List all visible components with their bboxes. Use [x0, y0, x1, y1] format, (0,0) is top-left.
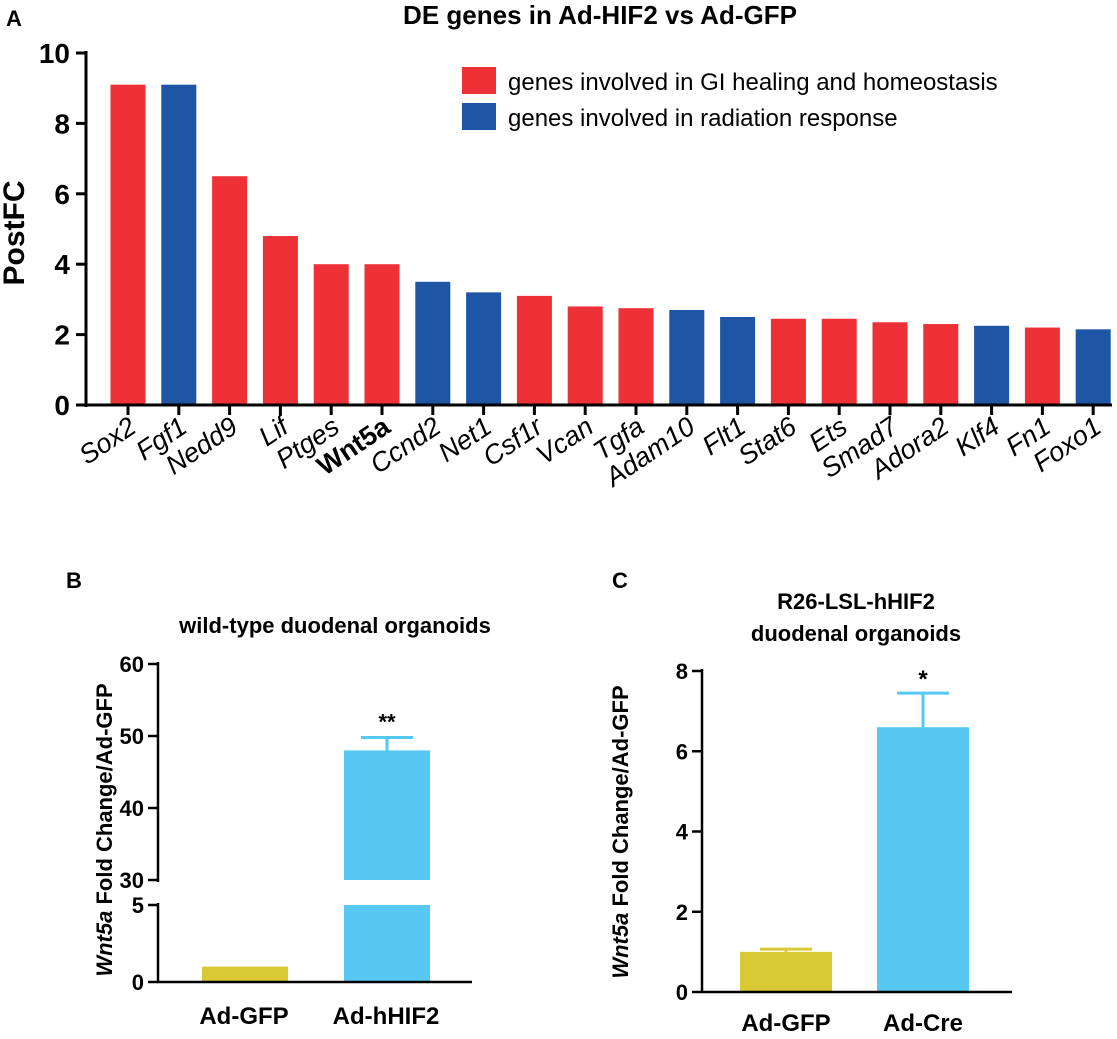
panel-b-ytick: 30: [120, 868, 144, 893]
panel-c: C R26-LSL-hHIF2 duodenal organoids Wnt5a…: [608, 568, 1012, 1037]
panel-c-xtick: Ad-Cre: [883, 1010, 963, 1037]
legend-swatch-red: [462, 67, 496, 94]
panel-b-letter: B: [66, 568, 82, 593]
bar-smad7: [872, 322, 908, 405]
panel-b-ytick: 60: [120, 652, 144, 677]
panel-c-ylabel-rest: Fold Change/Ad-GFP: [608, 685, 633, 912]
bar-ad-hhif2-upper: [344, 750, 430, 880]
bar-sox2: [110, 84, 146, 406]
bar-wnt5a: [364, 264, 400, 405]
panel-a: A DE genes in Ad-HIF2 vs Ad-GFP PostFC 0…: [0, 0, 1112, 493]
panel-c-yticks: 0 2 4 6 8: [676, 659, 689, 1005]
panel-a-xtick: Klf4: [950, 411, 1005, 462]
bar-csf1r: [516, 295, 552, 405]
panel-b-significance: **: [378, 709, 396, 734]
bar-foxo1: [1075, 329, 1111, 405]
bar-ad-hhif2-lower: [344, 905, 430, 982]
bar-ets: [821, 318, 857, 405]
panel-a-ytick: 2: [54, 320, 70, 351]
panel-c-title-line1: R26-LSL-hHIF2: [777, 589, 935, 614]
panel-b-title: wild-type duodenal organoids: [178, 613, 491, 638]
panel-b-ylabel-gene: Wnt5a: [92, 911, 117, 977]
panel-c-ylabel: Wnt5a Fold Change/Ad-GFP: [608, 685, 633, 978]
panel-c-significance: *: [918, 666, 928, 693]
panel-a-ytick: 8: [54, 108, 70, 139]
panel-c-letter: C: [612, 568, 628, 593]
legend-label-blue: genes involved in radiation response: [508, 105, 898, 132]
bar-klf4: [974, 325, 1010, 405]
panel-b-yticks: 0 5 30 40 50 60: [120, 652, 144, 995]
panel-a-bars: [110, 84, 1111, 406]
panel-c-ytick: 4: [676, 820, 689, 845]
panel-b: B wild-type duodenal organoids Wnt5a Fol…: [66, 568, 491, 1030]
panel-a-axes: [76, 51, 1112, 415]
bar-vcan: [567, 306, 603, 405]
panel-b-ytick: 50: [120, 724, 144, 749]
panel-a-ylabel: PostFC: [0, 181, 31, 286]
bar-net1: [466, 292, 502, 405]
bar-tgfa: [618, 308, 654, 405]
bar-ccnd2: [415, 281, 451, 405]
bar-ad-cre: [877, 727, 969, 992]
panel-c-title-line2: duodenal organoids: [751, 621, 961, 646]
panel-a-xlabels: Sox2 Fgf1 Nedd9 Lif Ptges Wnt5a Ccnd2 Ne…: [74, 410, 1107, 494]
bar-fgf1: [161, 84, 197, 406]
panel-a-legend: genes involved in GI healing and homeost…: [462, 67, 998, 132]
legend-label-red: genes involved in GI healing and homeost…: [508, 69, 998, 96]
panel-b-ylabel-rest: Fold Change/Ad-GFP: [92, 683, 117, 910]
panel-b-ytick: 40: [120, 796, 144, 821]
panel-a-yticks: 0 2 4 6 8 10: [39, 38, 71, 421]
panel-a-ytick: 4: [54, 249, 70, 280]
legend-swatch-blue: [462, 103, 496, 130]
panel-c-ytick: 8: [676, 659, 688, 684]
panel-c-ylabel-gene: Wnt5a: [608, 913, 633, 979]
panel-b-ytick: 0: [132, 970, 144, 995]
bar-nedd9: [212, 176, 248, 405]
bar-stat6: [770, 318, 806, 405]
panel-a-ytick: 0: [54, 390, 70, 421]
panel-c-xlabels: Ad-GFP Ad-Cre: [741, 1010, 963, 1037]
panel-c-plot: [692, 669, 1012, 994]
panel-b-xtick: Ad-GFP: [199, 1003, 288, 1030]
panel-c-ytick: 2: [676, 900, 688, 925]
panel-a-ytick: 10: [39, 38, 70, 69]
panel-c-ytick: 6: [676, 739, 688, 764]
bar-ad-gfp: [740, 951, 832, 992]
panel-b-xtick: Ad-hHIF2: [333, 1003, 440, 1030]
panel-a-title: DE genes in Ad-HIF2 vs Ad-GFP: [403, 0, 797, 30]
bar-adam10: [669, 309, 705, 405]
panel-c-xtick: Ad-GFP: [741, 1010, 830, 1037]
bar-adora2: [923, 324, 959, 405]
panel-a-xtick: Stat6: [733, 411, 803, 472]
bar-flt1: [720, 317, 756, 405]
panel-c-ytick: 0: [676, 980, 688, 1005]
panel-b-xlabels: Ad-GFP Ad-hHIF2: [199, 1003, 439, 1030]
bar-fn1: [1024, 327, 1060, 405]
panel-a-ytick: 6: [54, 179, 70, 210]
panel-b-ytick: 5: [132, 893, 144, 918]
panel-a-letter: A: [6, 6, 22, 31]
bar-lif: [262, 236, 298, 405]
bar-ad-gfp: [202, 966, 288, 982]
panel-b-ylabel: Wnt5a Fold Change/Ad-GFP: [92, 683, 117, 976]
panel-b-plot: [148, 662, 472, 984]
bar-ptges: [313, 264, 349, 405]
